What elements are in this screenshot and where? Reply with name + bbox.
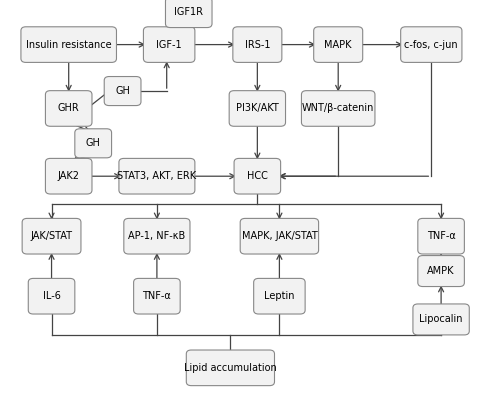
- Text: AP-1, NF-κB: AP-1, NF-κB: [128, 231, 186, 241]
- FancyBboxPatch shape: [240, 218, 318, 254]
- Text: MAPK, JAK/STAT: MAPK, JAK/STAT: [242, 231, 318, 241]
- Text: c-fos, c-jun: c-fos, c-jun: [404, 40, 458, 50]
- Text: Insulin resistance: Insulin resistance: [26, 40, 112, 50]
- FancyBboxPatch shape: [234, 158, 280, 194]
- FancyBboxPatch shape: [418, 218, 465, 254]
- Text: GH: GH: [115, 86, 130, 96]
- FancyBboxPatch shape: [302, 91, 375, 126]
- FancyBboxPatch shape: [166, 0, 212, 28]
- Text: STAT3, AKT, ERK: STAT3, AKT, ERK: [118, 171, 196, 181]
- FancyBboxPatch shape: [28, 278, 75, 314]
- FancyBboxPatch shape: [104, 77, 141, 105]
- Text: GH: GH: [86, 138, 101, 148]
- Text: IGF-1: IGF-1: [156, 40, 182, 50]
- Text: TNF-α: TNF-α: [426, 231, 456, 241]
- FancyBboxPatch shape: [229, 91, 285, 126]
- Text: JAK/STAT: JAK/STAT: [30, 231, 72, 241]
- FancyBboxPatch shape: [254, 278, 305, 314]
- Text: IGF1R: IGF1R: [174, 8, 203, 17]
- FancyBboxPatch shape: [46, 91, 92, 126]
- Text: AMPK: AMPK: [428, 266, 455, 276]
- FancyBboxPatch shape: [413, 304, 470, 335]
- FancyBboxPatch shape: [134, 278, 180, 314]
- FancyBboxPatch shape: [124, 218, 190, 254]
- Text: IRS-1: IRS-1: [244, 40, 270, 50]
- Text: GHR: GHR: [58, 103, 80, 113]
- Text: TNF-α: TNF-α: [142, 291, 172, 301]
- Text: IL-6: IL-6: [42, 291, 60, 301]
- Text: Lipocalin: Lipocalin: [420, 314, 463, 324]
- FancyBboxPatch shape: [75, 129, 112, 158]
- FancyBboxPatch shape: [21, 27, 116, 62]
- Text: WNT/β-catenin: WNT/β-catenin: [302, 103, 374, 113]
- FancyBboxPatch shape: [314, 27, 362, 62]
- Text: MAPK: MAPK: [324, 40, 352, 50]
- Text: Leptin: Leptin: [264, 291, 294, 301]
- FancyBboxPatch shape: [119, 158, 195, 194]
- FancyBboxPatch shape: [233, 27, 282, 62]
- FancyBboxPatch shape: [46, 158, 92, 194]
- FancyBboxPatch shape: [186, 350, 274, 386]
- FancyBboxPatch shape: [400, 27, 462, 62]
- Text: Lipid accumulation: Lipid accumulation: [184, 363, 277, 373]
- Text: HCC: HCC: [247, 171, 268, 181]
- FancyBboxPatch shape: [22, 218, 81, 254]
- Text: JAK2: JAK2: [58, 171, 80, 181]
- Text: PI3K/AKT: PI3K/AKT: [236, 103, 279, 113]
- FancyBboxPatch shape: [418, 256, 465, 286]
- FancyBboxPatch shape: [144, 27, 195, 62]
